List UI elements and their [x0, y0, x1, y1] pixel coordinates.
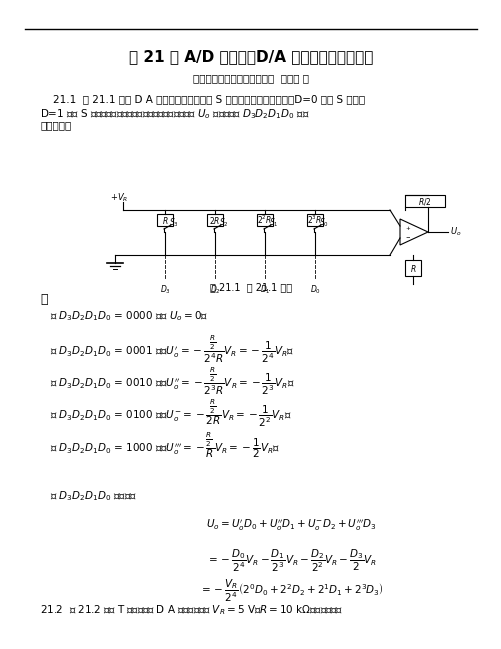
Text: $D_2$: $D_2$: [209, 283, 220, 295]
Bar: [307, 214, 322, 226]
Bar: [257, 214, 273, 226]
Text: $= -\dfrac{V_R}{2^4}\left(2^0 D_0 + 2^2 D_2 + 2^1 D_1 + 2^3 D_3\right)$: $= -\dfrac{V_R}{2^4}\left(2^0 D_0 + 2^2 …: [198, 578, 383, 604]
Text: $+V_R$: $+V_R$: [110, 191, 128, 204]
Text: $S_2$: $S_2$: [218, 217, 228, 229]
Text: $D_3$: $D_3$: [159, 283, 170, 295]
Text: $R$: $R$: [161, 215, 168, 225]
Text: D=1 开关 S 接在运放反相输入端上。写出该电路输出电压 $U_o$ 与数字信号 $D_3D_2D_1D_0$ 之间: D=1 开关 S 接在运放反相输入端上。写出该电路输出电压 $U_o$ 与数字信…: [40, 107, 309, 121]
Text: $S_3$: $S_3$: [169, 217, 178, 229]
Text: 清华大学电机系电工学教研室  唐庆玉 编: 清华大学电机系电工学教研室 唐庆玉 编: [192, 73, 309, 82]
Text: $U_o = U_o^{\prime}D_0 + U_o^{\prime\prime}D_1 + U_o^{-}D_2 + U_o^{\prime\prime\: $U_o = U_o^{\prime}D_0 + U_o^{\prime\pri…: [205, 517, 376, 533]
Text: 第 21 章 A/D 转换器，D/A 转换器作业习题解答: 第 21 章 A/D 转换器，D/A 转换器作业习题解答: [129, 49, 372, 64]
Bar: [157, 214, 173, 226]
Text: 解: 解: [40, 293, 48, 306]
Text: 的关系式。: 的关系式。: [40, 120, 71, 130]
Text: 当 $D_3D_2D_1D_0$ = 1000 时，$U_o^{\prime\prime\prime} = -\dfrac{\frac{R}{2}}{R}V_R: 当 $D_3D_2D_1D_0$ = 1000 时，$U_o^{\prime\p…: [50, 430, 280, 460]
Text: 图 21.1  题 21.1 的图: 图 21.1 题 21.1 的图: [209, 282, 292, 292]
Text: $R/2$: $R/2$: [417, 195, 431, 206]
Text: $S_0$: $S_0$: [318, 217, 328, 229]
Text: $U_o$: $U_o$: [449, 226, 460, 238]
Bar: [206, 214, 222, 226]
Text: $R$: $R$: [409, 262, 415, 273]
Text: 21.2  图 21.2 所示 T 型电阻网络 D A 转换电路，若 $V_R = 5$ V，$R = 10$ kΩ，当模拟开关: 21.2 图 21.2 所示 T 型电阻网络 D A 转换电路，若 $V_R =…: [40, 604, 343, 617]
Text: $= -\dfrac{D_0}{2^4}V_R - \dfrac{D_1}{2^3}V_R - \dfrac{D_2}{2^2}V_R - \dfrac{D_3: $= -\dfrac{D_0}{2^4}V_R - \dfrac{D_1}{2^…: [205, 547, 376, 574]
Text: $D_0$: $D_0$: [309, 283, 320, 295]
Bar: [404, 260, 420, 276]
Text: 当 $D_3D_2D_1D_0$ 任意时，: 当 $D_3D_2D_1D_0$ 任意时，: [50, 489, 137, 503]
Text: $2^3R$: $2^3R$: [307, 214, 322, 227]
Text: 21.1  图 21.1 所示 D A 转换电路，模拟开关 S 由二进制数字信号控制，D=0 开关 S 接地，: 21.1 图 21.1 所示 D A 转换电路，模拟开关 S 由二进制数字信号控…: [40, 94, 365, 104]
Text: $+$: $+$: [404, 224, 410, 232]
Text: $D_1$: $D_1$: [259, 283, 270, 295]
Text: 当 $D_3D_2D_1D_0$ = 0000 时， $U_o = 0$；: 当 $D_3D_2D_1D_0$ = 0000 时， $U_o = 0$；: [50, 310, 208, 323]
Text: $-$: $-$: [404, 234, 410, 239]
Text: $2^2R$: $2^2R$: [257, 214, 272, 227]
Text: 当 $D_3D_2D_1D_0$ = 0010 时，$U_o^{\prime\prime} = -\dfrac{\frac{R}{2}}{2^3 R}V_R =: 当 $D_3D_2D_1D_0$ = 0010 时，$U_o^{\prime\p…: [50, 365, 295, 397]
Bar: [404, 195, 444, 207]
Text: $S_1$: $S_1$: [269, 217, 278, 229]
Text: 当 $D_3D_2D_1D_0$ = 0100 时，$U_o^{-} = -\dfrac{\frac{R}{2}}{2R}V_R = -\dfrac{1}{2^: 当 $D_3D_2D_1D_0$ = 0100 时，$U_o^{-} = -\d…: [50, 398, 292, 429]
Text: $2R$: $2R$: [209, 215, 220, 225]
Text: 当 $D_3D_2D_1D_0$ = 0001 时，$U_o^{\prime} = -\dfrac{\frac{R}{2}}{2^4 R}V_R = -\dfr: 当 $D_3D_2D_1D_0$ = 0001 时，$U_o^{\prime} …: [50, 334, 294, 365]
